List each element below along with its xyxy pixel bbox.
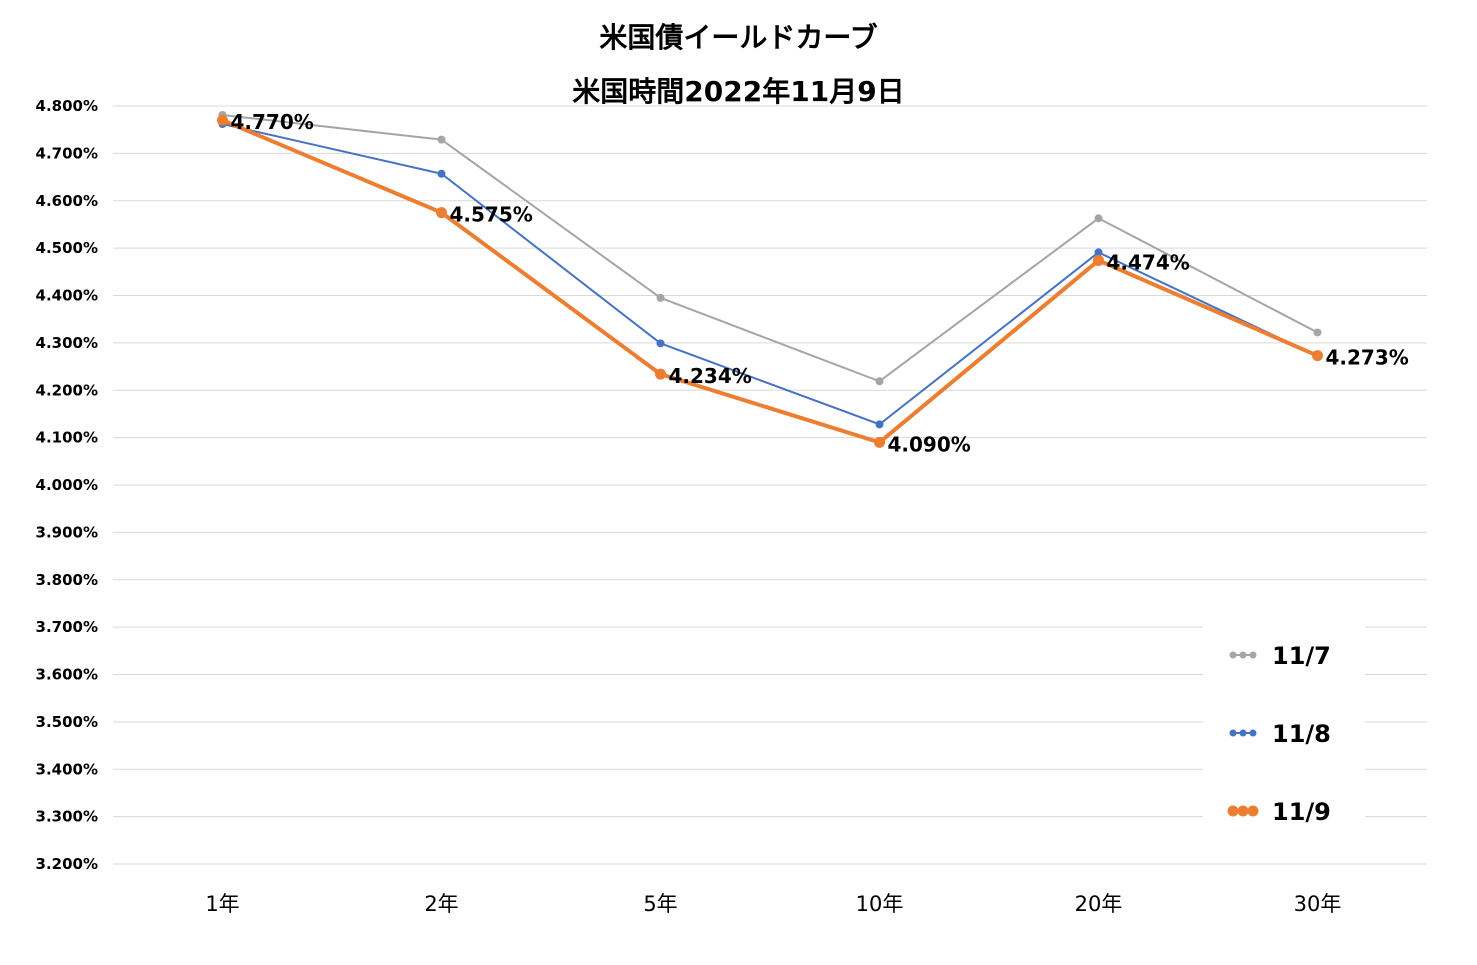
data-point — [874, 436, 885, 448]
legend-swatch-marker — [1249, 651, 1257, 659]
series-line-11-9 — [221, 118, 1319, 445]
x-tick-label: 5年 — [643, 892, 677, 916]
plot-area — [217, 111, 1323, 448]
x-tick-label: 10年 — [856, 892, 904, 916]
gridlines — [113, 105, 1427, 865]
x-axis: 1年 2年 5年 10年 20年 30年 — [205, 892, 1341, 916]
y-tick-label: 4.300% — [36, 334, 98, 352]
data-point — [1313, 328, 1322, 337]
legend-swatch-marker — [1229, 729, 1237, 737]
legend-swatch-marker — [1247, 805, 1259, 817]
y-tick-label: 3.800% — [36, 571, 98, 589]
y-tick-label: 4.500% — [36, 239, 98, 257]
data-point — [1094, 248, 1103, 257]
data-point — [1094, 214, 1103, 223]
legend-swatch-marker — [1239, 651, 1247, 659]
series-line-11-8 — [222, 123, 1318, 426]
data-point — [875, 377, 884, 386]
legend-label: 11/7 — [1272, 642, 1331, 670]
data-label: 4.234% — [669, 364, 752, 388]
y-tick-label: 3.200% — [36, 855, 98, 873]
y-tick-label: 3.900% — [36, 523, 98, 541]
data-point — [655, 368, 666, 380]
data-point — [656, 339, 665, 348]
data-label: 4.273% — [1326, 346, 1409, 370]
chart-title: 米国債イールドカーブ — [599, 21, 878, 54]
legend: 11/7 11/8 11/9 — [1203, 622, 1365, 828]
legend-swatch-marker — [1237, 805, 1249, 817]
legend-swatch-marker — [1229, 651, 1237, 659]
x-tick-label: 1年 — [205, 892, 239, 916]
x-tick-label: 30年 — [1294, 892, 1342, 916]
y-tick-label: 3.400% — [36, 760, 98, 778]
data-labels: 4.770% 4.575% 4.234% 4.090% 4.474% 4.273% — [231, 110, 1409, 456]
y-tick-label: 3.300% — [36, 808, 98, 826]
data-point — [1093, 254, 1104, 266]
legend-label: 11/8 — [1272, 720, 1331, 748]
data-point — [1312, 350, 1323, 362]
data-point — [437, 135, 446, 144]
y-axis: 3.200% 3.300% 3.400% 3.500% 3.600% 3.700% 3.80… — [36, 97, 98, 873]
y-tick-label: 4.400% — [36, 287, 98, 305]
legend-swatch-marker — [1227, 805, 1239, 817]
data-point — [217, 114, 228, 126]
y-tick-label: 3.600% — [36, 666, 98, 684]
chart-subtitle: 米国時間2022年11月9日 — [572, 75, 905, 108]
x-tick-label: 2年 — [424, 892, 458, 916]
data-label: 4.474% — [1107, 250, 1190, 274]
data-label: 4.575% — [450, 203, 533, 227]
y-tick-label: 4.000% — [36, 476, 98, 494]
data-point — [875, 420, 884, 429]
data-point — [436, 207, 447, 219]
y-tick-label: 4.100% — [36, 429, 98, 447]
data-point — [656, 293, 665, 302]
y-tick-label: 4.200% — [36, 381, 98, 399]
data-label: 4.770% — [231, 110, 314, 134]
y-tick-label: 4.700% — [36, 144, 98, 162]
legend-swatch-marker — [1249, 729, 1257, 737]
y-tick-label: 4.600% — [36, 192, 98, 210]
data-point — [437, 169, 446, 178]
data-label: 4.090% — [888, 432, 971, 456]
x-tick-label: 20年 — [1075, 892, 1123, 916]
y-tick-label: 3.700% — [36, 618, 98, 636]
y-tick-label: 4.800% — [36, 97, 98, 115]
legend-label: 11/9 — [1272, 798, 1331, 826]
y-tick-label: 3.500% — [36, 713, 98, 731]
series-line-11-7 — [222, 114, 1318, 383]
legend-swatch-marker — [1239, 729, 1247, 737]
